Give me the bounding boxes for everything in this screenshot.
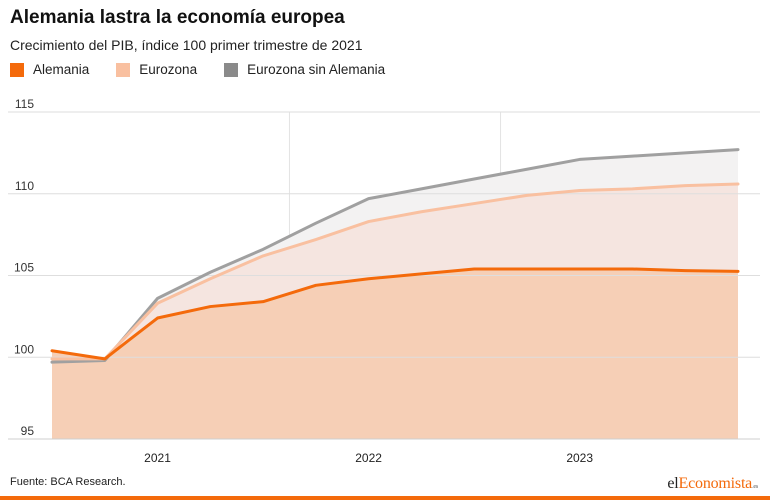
legend-swatch-eurozona — [116, 62, 131, 77]
legend: Alemania Eurozona Eurozona sin Alemania — [10, 62, 412, 77]
series-line-eurozona — [50, 182, 740, 361]
legend-label-eurozona: Eurozona — [139, 62, 198, 77]
legend-item-alemania: Alemania — [10, 62, 89, 77]
x-tick-label: 2023 — [566, 451, 593, 465]
y-tick-label: 95 — [21, 424, 35, 438]
y-tick-label: 115 — [15, 97, 34, 111]
line-area-chart: 95 100 105 110 115 2021 2022 2023 — [8, 97, 760, 465]
chart-title: Alemania lastra la economía europea — [10, 7, 345, 28]
legend-swatch-alemania — [10, 62, 24, 77]
y-tick-label: 105 — [14, 261, 34, 275]
publisher-logo: elEconomista.es — [667, 475, 758, 492]
area-alemania — [52, 268, 738, 439]
y-tick-label: 100 — [14, 342, 34, 356]
series-line-alemania — [50, 267, 740, 361]
source-note: Fuente: BCA Research. — [10, 476, 126, 488]
legend-item-eurozona: Eurozona — [116, 62, 197, 77]
legend-label-alemania: Alemania — [33, 62, 90, 77]
legend-item-eurozona-sin-alemania: Eurozona sin Alemania — [224, 62, 385, 77]
chart-subtitle: Crecimiento del PIB, índice 100 primer t… — [10, 37, 363, 53]
y-tick-label: 110 — [15, 179, 34, 193]
x-tick-label: 2021 — [144, 451, 171, 465]
series-line-eurozona-sin-alemania — [50, 148, 740, 364]
legend-swatch-eurozona-sin-alemania — [224, 62, 239, 77]
bottom-accent-bar — [0, 496, 770, 500]
x-tick-label: 2022 — [355, 451, 382, 465]
legend-label-eurozona-sin-alemania: Eurozona sin Alemania — [247, 62, 386, 77]
